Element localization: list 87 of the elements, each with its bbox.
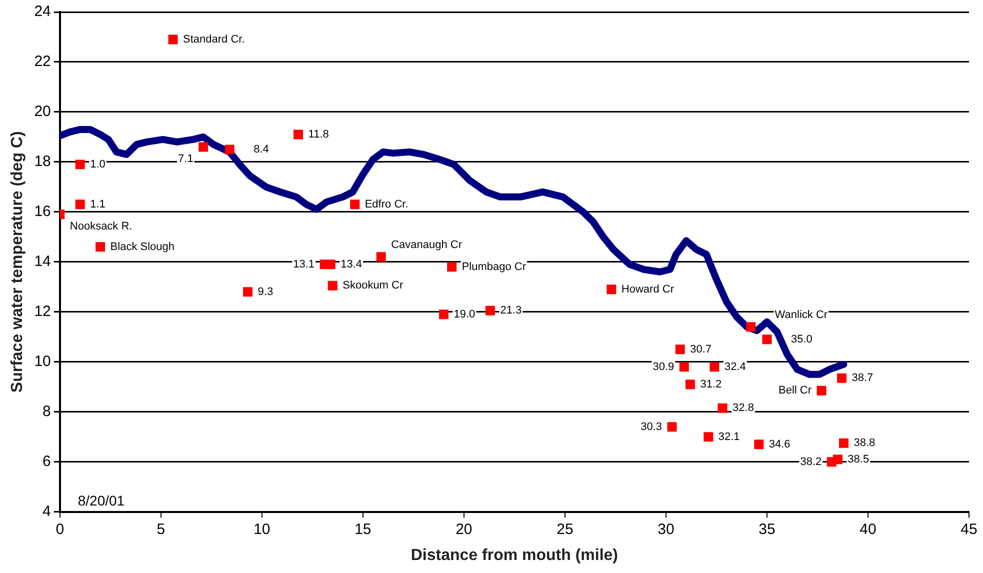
point xyxy=(754,440,764,450)
point xyxy=(75,160,85,170)
annotation: 21.3 xyxy=(500,304,522,317)
y-tick-label: 18 xyxy=(34,153,51,170)
point xyxy=(75,200,85,210)
point xyxy=(350,200,360,210)
point xyxy=(679,362,689,372)
point xyxy=(762,334,772,344)
annotation: Edfro Cr. xyxy=(364,198,408,210)
point xyxy=(326,260,336,270)
point xyxy=(718,403,728,413)
annotation: 7.1 xyxy=(178,152,194,165)
annotation: Black Slough xyxy=(110,240,175,253)
y-tick-label: 6 xyxy=(42,452,51,470)
point xyxy=(438,310,448,320)
annotation: Cavanaugh Cr xyxy=(391,238,462,251)
annotation: Plumbago Cr xyxy=(462,260,526,273)
annotation: Standard Cr. xyxy=(183,34,245,46)
y-tick-label: 16 xyxy=(34,203,51,220)
y-tick-label: 12 xyxy=(34,303,51,320)
annotation: Nooksack R. xyxy=(70,220,132,232)
x-axis-title: Distance from mouth (mile) xyxy=(410,546,618,564)
point xyxy=(839,438,848,448)
x-tick-label: 0 xyxy=(56,520,64,538)
annotation: 38.7 xyxy=(852,372,874,384)
point xyxy=(198,142,208,152)
x-tick-label: 25 xyxy=(556,520,574,538)
x-tick-label: 15 xyxy=(354,520,372,538)
x-tick-label: 10 xyxy=(254,520,270,538)
y-axis-title: Surface water temperature (deg C) xyxy=(9,131,26,393)
annotation: 32.8 xyxy=(732,402,754,414)
point xyxy=(685,380,695,390)
point xyxy=(667,422,677,432)
x-tick-label: 45 xyxy=(960,520,978,538)
y-tick-label: 24 xyxy=(34,3,51,20)
x-tick-label: 40 xyxy=(860,520,876,538)
annotation: 30.7 xyxy=(690,343,712,356)
point xyxy=(485,306,495,316)
annotation: 31.2 xyxy=(700,378,722,390)
point xyxy=(243,287,253,297)
point xyxy=(447,262,457,272)
annotation: Wanlick Cr xyxy=(774,308,828,321)
annotation: Skookum Cr xyxy=(342,280,404,292)
annotation: Howard Cr xyxy=(621,283,674,296)
point xyxy=(376,252,386,262)
annotation: 30.3 xyxy=(640,420,662,433)
annotation: Bell Cr xyxy=(778,384,812,397)
x-tick-label: 5 xyxy=(156,520,166,538)
y-tick-label: 20 xyxy=(34,103,51,120)
annotation: 38.2 xyxy=(800,456,822,468)
y-tick-label: 8 xyxy=(42,402,51,420)
x-tick-label: 30 xyxy=(658,520,674,538)
annotation: 34.6 xyxy=(768,438,790,450)
point xyxy=(96,242,106,252)
x-tick-label: 35 xyxy=(758,520,776,538)
annotation: 32.1 xyxy=(718,430,740,443)
annotation: 9.3 xyxy=(258,286,274,298)
annotation: 11.8 xyxy=(308,128,329,140)
point xyxy=(294,130,304,140)
point xyxy=(606,284,616,294)
annotation: 32.4 xyxy=(724,360,746,373)
annotation: 8.4 xyxy=(254,143,269,156)
point xyxy=(704,432,714,442)
point xyxy=(710,362,720,372)
annotation: 19.0 xyxy=(454,308,476,320)
point xyxy=(168,34,178,44)
annotation: 8/20/01 xyxy=(78,492,125,509)
annotation: 1.0 xyxy=(90,158,106,170)
point xyxy=(224,144,234,154)
y-tick-label: 22 xyxy=(34,53,51,70)
point xyxy=(826,457,836,467)
annotation: 38.5 xyxy=(848,453,870,466)
annotation: 1.1 xyxy=(90,198,106,210)
point xyxy=(328,280,338,290)
point xyxy=(675,344,685,354)
y-tick-label: 4 xyxy=(42,502,51,520)
y-tick-label: 10 xyxy=(34,353,51,370)
x-tick-label: 20 xyxy=(456,520,472,538)
point xyxy=(836,373,846,383)
annotation: 35.0 xyxy=(790,333,812,346)
annotation: 13.4 xyxy=(340,258,362,270)
point xyxy=(816,386,826,396)
point xyxy=(746,322,756,332)
annotation: 30.9 xyxy=(652,360,674,373)
annotation: 13.1 xyxy=(293,258,315,270)
y-tick-label: 14 xyxy=(34,253,51,270)
annotation: 38.8 xyxy=(854,437,876,450)
